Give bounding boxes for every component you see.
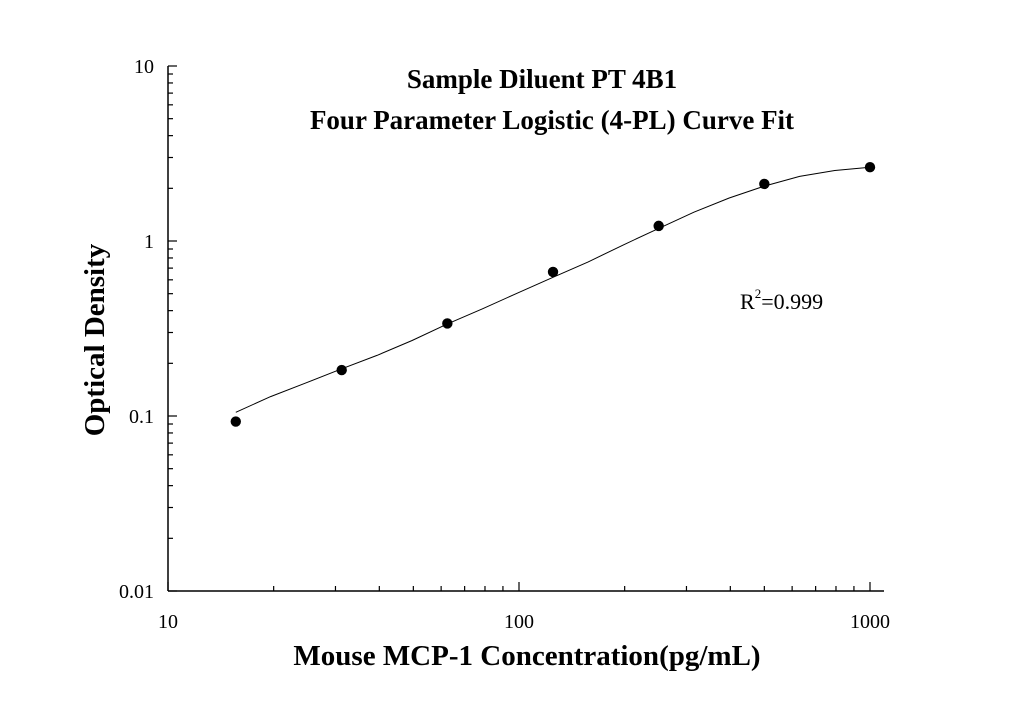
r-squared-annotation: R2=0.999	[740, 286, 823, 314]
y-tick-label: 1	[144, 231, 154, 253]
data-point	[759, 178, 770, 190]
chart-title-line1: Sample Diluent PT 4B1	[407, 64, 677, 94]
plot-area: 10 100 1000 0.01 0.1 1 10	[119, 56, 890, 633]
y-tick-label: 0.1	[129, 406, 154, 428]
r-squared-superscript: 2	[755, 286, 762, 301]
x-tick-label: 100	[504, 611, 534, 633]
y-tick-label: 10	[134, 56, 154, 78]
data-point	[442, 318, 453, 329]
x-tick-label: 1000	[850, 611, 890, 633]
chart-title-line2: Four Parameter Logistic (4-PL) Curve Fit	[310, 105, 794, 135]
data-point	[653, 220, 664, 232]
x-axis-title: Mouse MCP-1 Concentration(pg/mL)	[293, 640, 760, 672]
y-axis-title: Optical Density	[79, 243, 111, 436]
x-tick-label: 10	[158, 611, 178, 633]
data-point	[336, 364, 347, 376]
data-point	[547, 266, 559, 278]
y-tick-label: 0.01	[119, 581, 154, 603]
data-point	[230, 416, 241, 427]
data-point	[864, 162, 876, 173]
r-squared-prefix: R	[740, 289, 755, 314]
r-squared-value: =0.999	[761, 289, 823, 314]
